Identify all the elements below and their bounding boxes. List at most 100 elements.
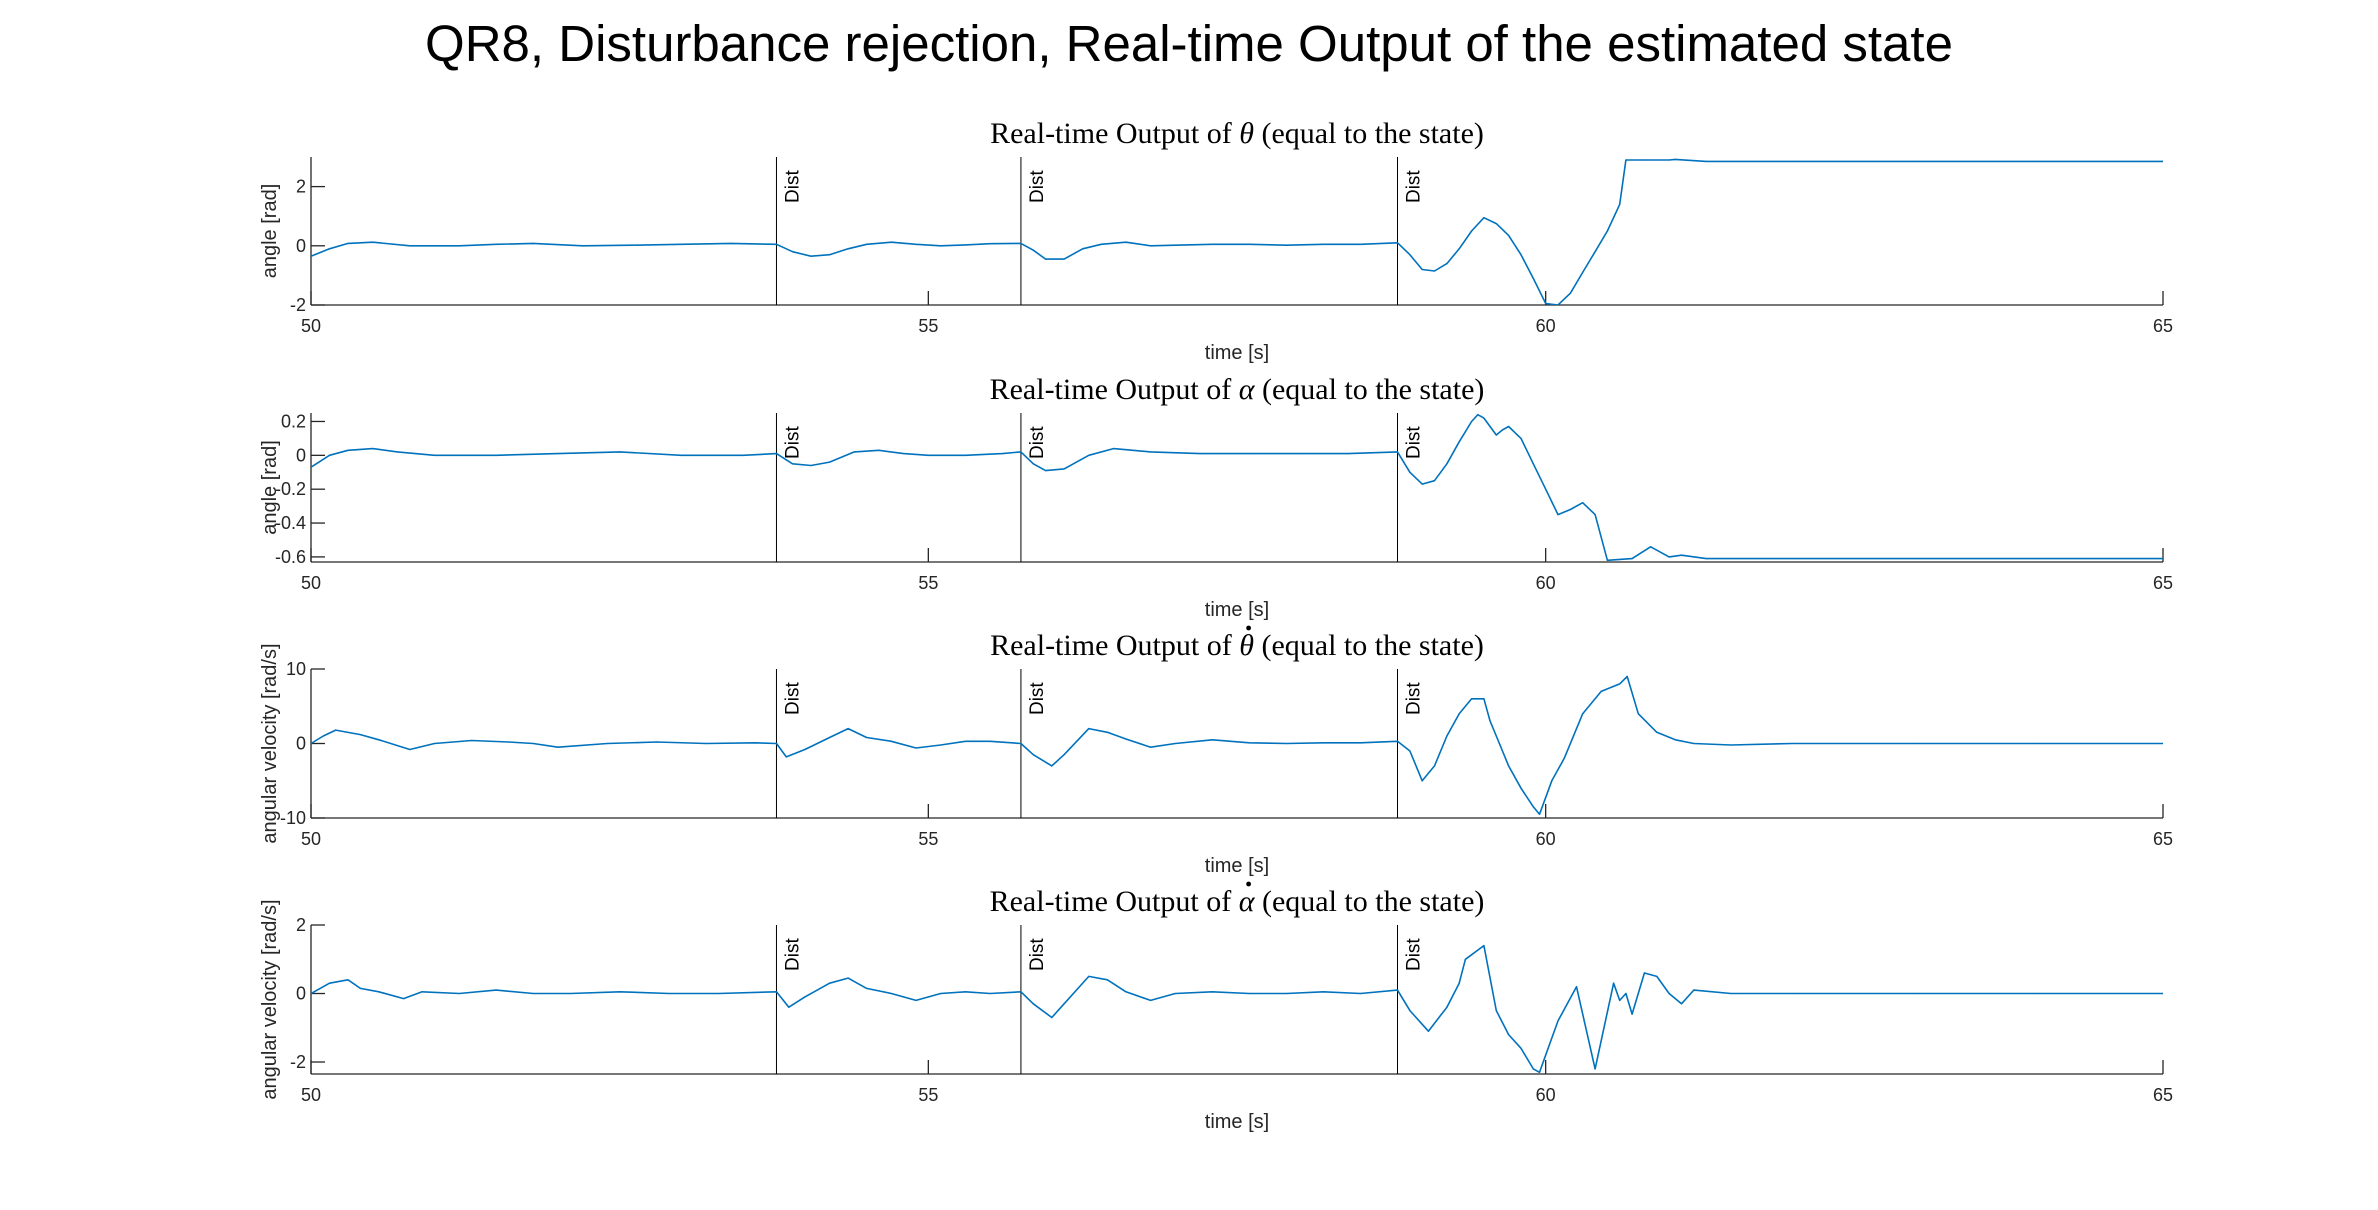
data-point xyxy=(1693,742,1695,745)
disturbance-label: Dist xyxy=(782,682,803,715)
data-point xyxy=(1915,992,1917,995)
data-point xyxy=(1150,999,1152,1002)
x-axis-label: time [s] xyxy=(1205,342,1269,364)
x-tick-label: 60 xyxy=(1536,573,1556,593)
x-tick-label: 50 xyxy=(301,573,321,593)
data-point xyxy=(1051,1016,1053,1019)
data-point xyxy=(785,756,787,758)
data-point xyxy=(378,991,380,993)
subplot-1: Real-time Output of θ (equal to the stat… xyxy=(259,117,2173,364)
data-point xyxy=(1174,742,1176,745)
disturbance-label: Dist xyxy=(782,938,803,971)
data-point xyxy=(989,740,991,742)
x-tick-label: 50 xyxy=(301,316,321,336)
data-point xyxy=(1626,675,1628,678)
data-point xyxy=(1520,437,1522,439)
subplot-3: Real-time Output of θ (equal to the stat… xyxy=(259,625,2173,877)
data-point xyxy=(829,461,831,463)
data-point xyxy=(1631,558,1633,560)
data-point xyxy=(1483,945,1485,947)
data-point xyxy=(1285,742,1287,745)
data-point xyxy=(1792,742,1794,745)
data-point xyxy=(1001,453,1004,455)
data-point xyxy=(890,740,892,742)
data-point xyxy=(1508,234,1510,236)
data-point xyxy=(1427,1030,1429,1032)
data-point xyxy=(328,248,331,250)
data-point xyxy=(1032,754,1034,756)
data-point xyxy=(458,992,460,995)
data-point xyxy=(322,735,324,737)
subplot-title: Real-time Output of α (equal to the stat… xyxy=(990,373,1485,406)
subplot-title: Real-time Output of θ (equal to the stat… xyxy=(990,629,1484,662)
data-point xyxy=(1464,958,1466,960)
data-point xyxy=(1359,243,1362,245)
data-point xyxy=(2162,742,2163,745)
data-point xyxy=(705,742,707,745)
data-point xyxy=(1625,159,1627,161)
y-tick-label: -0.4 xyxy=(275,513,306,533)
data-point xyxy=(495,454,497,456)
data-point xyxy=(964,244,967,246)
data-point xyxy=(915,747,917,749)
data-point xyxy=(1446,1006,1448,1008)
data-point xyxy=(1088,728,1090,730)
data-point xyxy=(680,454,683,456)
data-point xyxy=(311,742,312,745)
data-point xyxy=(890,241,892,243)
data-point xyxy=(847,728,849,730)
data-point xyxy=(1174,992,1176,995)
data-point xyxy=(878,449,880,451)
data-point xyxy=(791,463,794,465)
data-point xyxy=(1582,502,1584,504)
data-point xyxy=(1322,742,1324,744)
data-point xyxy=(1063,258,1065,260)
data-point xyxy=(1446,735,1448,737)
data-point xyxy=(335,729,337,731)
data-point xyxy=(1730,744,1732,746)
x-tick-label: 55 xyxy=(918,573,938,593)
data-point xyxy=(1125,991,1127,993)
series-line xyxy=(311,413,2163,562)
data-point xyxy=(1569,508,1571,511)
subplot-title: Real-time Output of θ (equal to the stat… xyxy=(990,117,1484,150)
data-point xyxy=(1594,1068,1596,1070)
data-point xyxy=(1594,251,1596,253)
data-point xyxy=(1625,992,1627,995)
data-point xyxy=(1045,258,1047,260)
data-point xyxy=(1446,463,1448,465)
data-point xyxy=(903,453,905,455)
data-point xyxy=(853,451,855,453)
data-point xyxy=(847,248,849,250)
figure-title: QR8, Disturbance rejection, Real-time Ou… xyxy=(425,15,1953,72)
data-point xyxy=(1606,230,1608,232)
data-point xyxy=(1409,471,1411,473)
data-point xyxy=(1433,765,1436,767)
data-point xyxy=(2038,992,2041,995)
data-point xyxy=(1557,1020,1559,1022)
data-point xyxy=(1520,254,1522,256)
subplot-4: Real-time Output of α (equal to the stat… xyxy=(259,881,2173,1133)
data-point xyxy=(927,454,929,456)
data-point xyxy=(656,741,658,743)
data-point xyxy=(1915,558,1917,560)
subplot-2: Real-time Output of α (equal to the stat… xyxy=(259,373,2173,621)
data-point xyxy=(1082,248,1084,250)
data-point xyxy=(1359,992,1362,995)
x-axis-label: time [s] xyxy=(1205,855,1269,877)
data-point xyxy=(1433,270,1436,272)
y-tick-label: -0.2 xyxy=(275,479,306,499)
x-tick-label: 55 xyxy=(918,316,938,336)
data-point xyxy=(495,243,497,245)
data-point xyxy=(1421,780,1423,782)
data-point xyxy=(1637,713,1639,715)
title-dot-accent xyxy=(1246,881,1252,887)
data-point xyxy=(1508,425,1510,428)
data-point xyxy=(788,1006,790,1008)
data-point xyxy=(1458,982,1460,984)
data-point xyxy=(433,454,436,456)
data-point xyxy=(1551,780,1553,782)
x-tick-label: 50 xyxy=(301,829,321,849)
disturbance-label: Dist xyxy=(1404,426,1425,459)
